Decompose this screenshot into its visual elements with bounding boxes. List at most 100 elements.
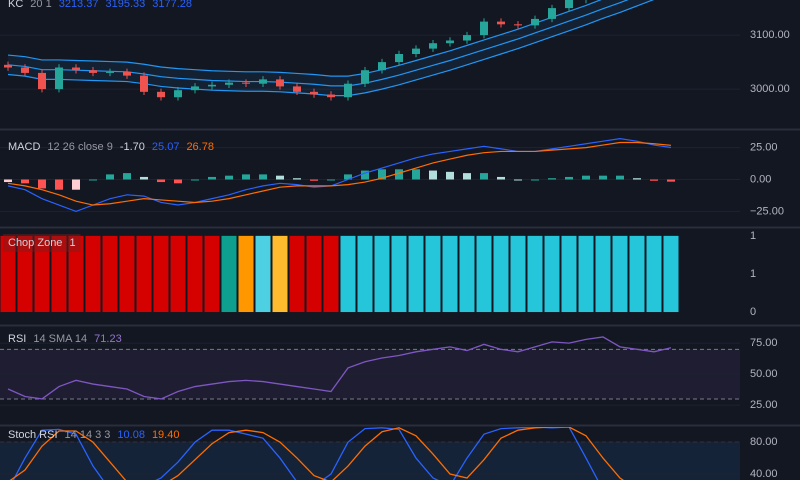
- chop-bar: [646, 235, 662, 313]
- chop-bar: [238, 235, 254, 313]
- histogram-bar: [565, 176, 573, 180]
- legend-text: -1.70: [120, 141, 145, 153]
- chop-bar: [544, 235, 560, 313]
- histogram-bar: [276, 175, 284, 180]
- histogram-bar: [259, 174, 267, 180]
- series-line: [7, 0, 602, 77]
- legend-text: 20 1: [30, 0, 51, 10]
- histogram-bar: [633, 178, 641, 180]
- histogram-bar: [497, 176, 505, 180]
- histogram-bar: [89, 179, 97, 181]
- y-tick-label: 25.00: [750, 141, 778, 153]
- chop-bar: [527, 235, 543, 313]
- histogram-bar: [55, 179, 63, 190]
- series-line: [7, 336, 672, 400]
- histogram-bar: [429, 170, 437, 180]
- candle-body: [21, 67, 29, 73]
- legend-text: Chop Zone: [8, 237, 62, 249]
- candle-body: [293, 86, 301, 92]
- legend-text: 19.40: [152, 429, 180, 441]
- chop-bar: [391, 235, 407, 313]
- y-tick-label: 75.00: [750, 337, 778, 349]
- chop-bar: [629, 235, 645, 313]
- histogram-bar: [616, 175, 624, 180]
- chop-bar: [17, 235, 33, 313]
- legend-text: 3177.28: [152, 0, 192, 10]
- y-tick-label: 40.00: [750, 468, 778, 480]
- chop-bar: [102, 235, 118, 313]
- candle-body: [174, 90, 182, 98]
- y-tick-label: 1: [750, 268, 756, 280]
- histogram-bar: [106, 174, 114, 180]
- legend-text: RSI: [8, 333, 26, 345]
- y-tick-label: 80.00: [750, 436, 778, 448]
- candle-body: [480, 21, 488, 36]
- y-tick-label: 25.00: [750, 399, 778, 411]
- chop-bar: [51, 235, 67, 313]
- candle-body: [497, 21, 505, 25]
- histogram-bar: [361, 170, 369, 180]
- chop-bar: [187, 235, 203, 313]
- candle-body: [378, 62, 386, 71]
- candle-body: [89, 70, 97, 73]
- histogram-bar: [242, 174, 250, 180]
- y-tick-label: 50.00: [750, 368, 778, 380]
- histogram-bar: [531, 179, 539, 181]
- candle-body: [259, 79, 267, 84]
- chop-bar: [272, 235, 288, 313]
- candle-body: [310, 91, 318, 95]
- candle-body: [463, 35, 471, 41]
- pane: [0, 0, 740, 101]
- y-tick-label: −25.00: [750, 205, 784, 217]
- histogram-bar: [395, 169, 403, 180]
- series-line: [7, 141, 672, 206]
- histogram-bar: [174, 179, 182, 184]
- histogram-bar: [378, 169, 386, 180]
- y-tick-label: 0.00: [750, 173, 771, 185]
- series-line: [9, 427, 624, 480]
- chop-bar: [0, 235, 16, 313]
- histogram-bar: [412, 169, 420, 180]
- y-tick-label: 1: [750, 230, 756, 242]
- chop-bar: [442, 235, 458, 313]
- histogram-bar: [463, 173, 471, 180]
- candle-body: [412, 48, 420, 55]
- histogram-bar: [446, 171, 454, 180]
- pane: [0, 138, 740, 213]
- chop-bar: [374, 235, 390, 313]
- legend-text: 26.78: [186, 141, 214, 153]
- histogram-bar: [514, 179, 522, 181]
- legend-text: 71.23: [94, 333, 122, 345]
- candle-body: [225, 82, 233, 85]
- chop-bar: [85, 235, 101, 313]
- series-line: [7, 0, 629, 87]
- histogram-bar: [208, 176, 216, 180]
- chop-bar: [306, 235, 322, 313]
- histogram-bar: [327, 179, 335, 181]
- candle-body: [191, 86, 199, 91]
- candle-body: [395, 54, 403, 63]
- chop-bar: [425, 235, 441, 313]
- legend-text: MACD: [8, 141, 40, 153]
- chop-bar: [493, 235, 509, 313]
- candle-body: [4, 64, 12, 68]
- chop-bar: [289, 235, 305, 313]
- legend-text: 10.08: [117, 429, 145, 441]
- histogram-bar: [225, 175, 233, 180]
- chop-bar: [663, 235, 679, 313]
- candle-body: [514, 24, 522, 26]
- candle-body: [361, 70, 369, 84]
- candle-body: [548, 8, 556, 19]
- histogram-bar: [4, 179, 12, 183]
- chop-bar: [34, 235, 50, 313]
- chop-bar: [357, 235, 373, 313]
- histogram-bar: [667, 179, 675, 182]
- legend-text: Stoch RSI: [8, 429, 58, 441]
- candle-body: [208, 84, 216, 87]
- chop-bar: [323, 235, 339, 313]
- histogram-bar: [21, 179, 29, 184]
- candle-body: [565, 0, 573, 9]
- histogram-bar: [123, 173, 131, 180]
- chop-bar: [476, 235, 492, 313]
